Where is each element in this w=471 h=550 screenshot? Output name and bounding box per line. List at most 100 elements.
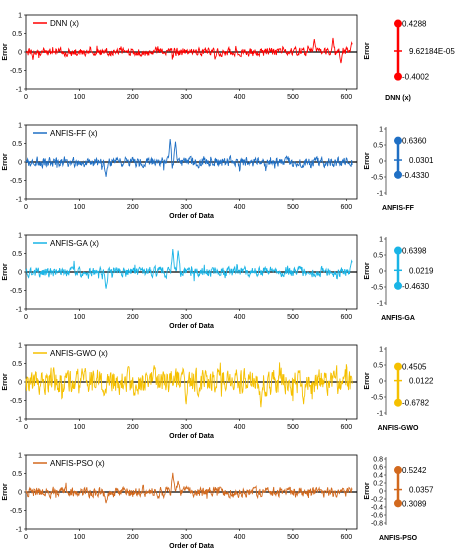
x-tick-label: 600 — [340, 314, 352, 321]
y-tick-label: 0 — [18, 160, 22, 167]
legend-label: ANFIS-GA (x) — [50, 239, 99, 248]
summary-panel-5: 0.80.60.40.20-0.2-0.4-0.6-0.8 Error 0.5242… — [364, 456, 434, 542]
summary-tick-label: 1 — [379, 236, 383, 243]
summary-panel-4: 1 0.5 0 -0.5 -1 Error 0.4505 0.0122 -0.6782 ANFIS… — [364, 346, 434, 432]
summary-tick-label: -0.4 — [371, 504, 383, 511]
x-tick-label: 200 — [127, 204, 139, 211]
y-tick-label: 0 — [18, 50, 22, 57]
series-line — [25, 472, 353, 504]
x-tick-label: 300 — [180, 314, 192, 321]
y-tick-label: -0.5 — [10, 178, 22, 185]
x-tick-label: 0 — [24, 94, 28, 101]
x-tick-label: 100 — [74, 314, 86, 321]
summary-tick-label: 0.5 — [373, 252, 383, 259]
y-tick-label: 1 — [18, 453, 22, 460]
summary-min-dot — [394, 499, 402, 508]
x-tick-label: 300 — [180, 94, 192, 101]
summary-mean-label: 0.0301 — [409, 156, 434, 165]
summary-tick-label: 0 — [379, 268, 383, 275]
summary-tick-label: 0.5 — [373, 362, 383, 369]
summary-min-label: -0.6782 — [402, 399, 430, 408]
x-tick-label: 600 — [340, 204, 352, 211]
summary-tick-label: -0.2 — [371, 496, 383, 503]
summary-mean-label: 0.0357 — [409, 486, 434, 495]
chart-panel-4: 10.50-0.5-10 100 200 300 400 500 600ErrorOrder… — [2, 343, 358, 440]
x-axis-label: Order of Data — [169, 323, 214, 330]
series-line — [25, 37, 353, 64]
y-tick-label: -0.5 — [10, 68, 22, 75]
x-tick-label: 400 — [234, 204, 246, 211]
summary-y-label: Error — [364, 42, 371, 59]
x-tick-label: 100 — [74, 534, 86, 541]
x-tick-label: 0 — [24, 534, 28, 541]
summary-tick-label: 0 — [379, 158, 383, 165]
summary-mean-label: 0.0122 — [409, 377, 434, 386]
y-axis-label: Error — [2, 373, 9, 390]
summary-max-label: 0.5242 — [402, 466, 427, 475]
x-tick-label: 500 — [287, 314, 299, 321]
series-line — [25, 362, 353, 408]
summary-min-label: 0.3089 — [402, 499, 427, 508]
chart-panel-2: 10.50-0.5-10 100 200 300 400 500 600ErrorOrder… — [2, 123, 358, 220]
x-tick-label: 500 — [287, 94, 299, 101]
y-tick-label: -1 — [16, 87, 22, 94]
x-axis-label: Order of Data — [169, 543, 214, 550]
summary-max-label: 0.4505 — [402, 363, 427, 372]
x-tick-label: 400 — [234, 424, 246, 431]
x-tick-label: 200 — [127, 314, 139, 321]
y-tick-label: -0.5 — [10, 288, 22, 295]
summary-tick-label: -0.5 — [371, 174, 383, 181]
summary-name: ANFIS-PSO — [379, 535, 418, 542]
summary-max-dot — [394, 466, 402, 475]
y-axis-label: Error — [2, 483, 9, 500]
summary-panel-2: 1 0.5 0 -0.5 -1 Error 0.6360 0.0301 -0.4330 ANFIS… — [364, 126, 434, 212]
summary-y-label: Error — [364, 152, 371, 169]
summary-tick-label: 1 — [379, 126, 383, 133]
summary-y-label: Error — [364, 372, 371, 389]
summary-min-label: -0.4630 — [402, 282, 430, 291]
y-tick-label: 1 — [18, 13, 22, 20]
x-tick-label: 600 — [340, 534, 352, 541]
x-tick-label: 100 — [74, 424, 86, 431]
x-tick-label: 400 — [234, 314, 246, 321]
y-tick-label: -0.5 — [10, 508, 22, 515]
y-tick-label: 1 — [18, 343, 22, 350]
summary-max-label: 0.6360 — [402, 137, 427, 146]
y-tick-label: -1 — [16, 307, 22, 314]
y-tick-label: 0.5 — [12, 31, 22, 38]
summary-tick-label: 0 — [379, 378, 383, 385]
summary-name: ANFIS-FF — [382, 205, 415, 212]
summary-tick-label: 0.4 — [373, 472, 383, 479]
summary-tick-label: 0.2 — [373, 480, 383, 487]
x-tick-label: 600 — [340, 94, 352, 101]
summary-y-label: Error — [364, 262, 371, 279]
summary-name: ANFIS-GWO — [378, 425, 419, 432]
summary-min-dot — [394, 170, 402, 179]
x-tick-label: 500 — [287, 534, 299, 541]
summary-tick-label: -0.5 — [371, 284, 383, 291]
legend-label: ANFIS-PSO (x) — [50, 459, 105, 468]
series-line — [25, 249, 353, 289]
y-axis-label: Error — [2, 43, 9, 60]
y-tick-label: 0 — [18, 490, 22, 497]
legend-label: ANFIS-FF (x) — [50, 129, 98, 138]
summary-tick-label: -0.5 — [371, 394, 383, 401]
summary-max-dot — [394, 19, 402, 28]
summary-panel-3: 1 0.5 0 -0.5 -1 Error 0.6398 0.0219 -0.4630 ANFIS… — [364, 236, 434, 322]
y-tick-label: 0 — [18, 380, 22, 387]
y-tick-label: 0 — [18, 270, 22, 277]
y-tick-label: -1 — [16, 417, 22, 424]
x-tick-label: 0 — [24, 204, 28, 211]
summary-y-label: Error — [364, 482, 371, 499]
x-tick-label: 300 — [180, 534, 192, 541]
summary-tick-label: -0.8 — [371, 520, 383, 527]
x-tick-label: 100 — [74, 204, 86, 211]
summary-max-dot — [394, 362, 402, 371]
x-tick-label: 400 — [234, 534, 246, 541]
x-axis-label: Order of Data — [169, 213, 214, 220]
x-tick-label: 100 — [74, 94, 86, 101]
x-tick-label: 300 — [180, 424, 192, 431]
summary-mean-label: 9.62184E-05 — [409, 47, 455, 56]
